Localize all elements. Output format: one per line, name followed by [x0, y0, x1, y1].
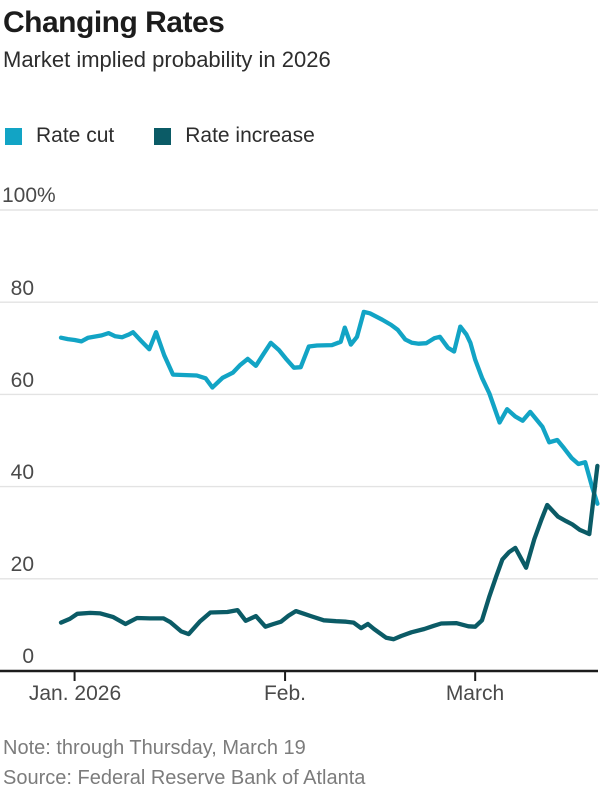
- chart-subtitle: Market implied probability in 2026: [3, 47, 331, 72]
- x-axis-tick-label-march: March: [445, 682, 505, 705]
- y-axis-tick-label-60: 60: [10, 369, 34, 392]
- y-axis-tick-label-20: 20: [10, 553, 34, 576]
- legend-item-rate-increase: Rate increase: [154, 124, 315, 148]
- page-title: Changing Rates: [3, 6, 225, 39]
- y-axis-tick-label-40: 40: [10, 461, 34, 484]
- legend-item-rate-cut: Rate cut: [5, 124, 114, 148]
- legend-label-rate-cut: Rate cut: [36, 124, 115, 147]
- x-axis-tick-label-feb: Feb.: [263, 682, 307, 705]
- x-axis-tick-label-jan: Jan. 2026: [28, 682, 122, 705]
- rate-increase-swatch-icon: [154, 127, 172, 145]
- rate-cut-line: [58, 309, 600, 506]
- chart-note: Note: through Thursday, March 19: [3, 737, 306, 759]
- legend-label-rate-increase: Rate increase: [185, 124, 315, 147]
- rate-increase-line: [58, 463, 600, 642]
- rate-cut-swatch-icon: [5, 127, 22, 145]
- y-axis-tick-label-100: 100%: [2, 184, 56, 207]
- y-axis-tick-label-0: 0: [22, 645, 34, 668]
- chart-source: Source: Federal Reserve Bank of Atlanta: [3, 767, 366, 789]
- y-axis-tick-label-80: 80: [10, 277, 34, 300]
- legend: Rate cut Rate increase: [5, 124, 315, 148]
